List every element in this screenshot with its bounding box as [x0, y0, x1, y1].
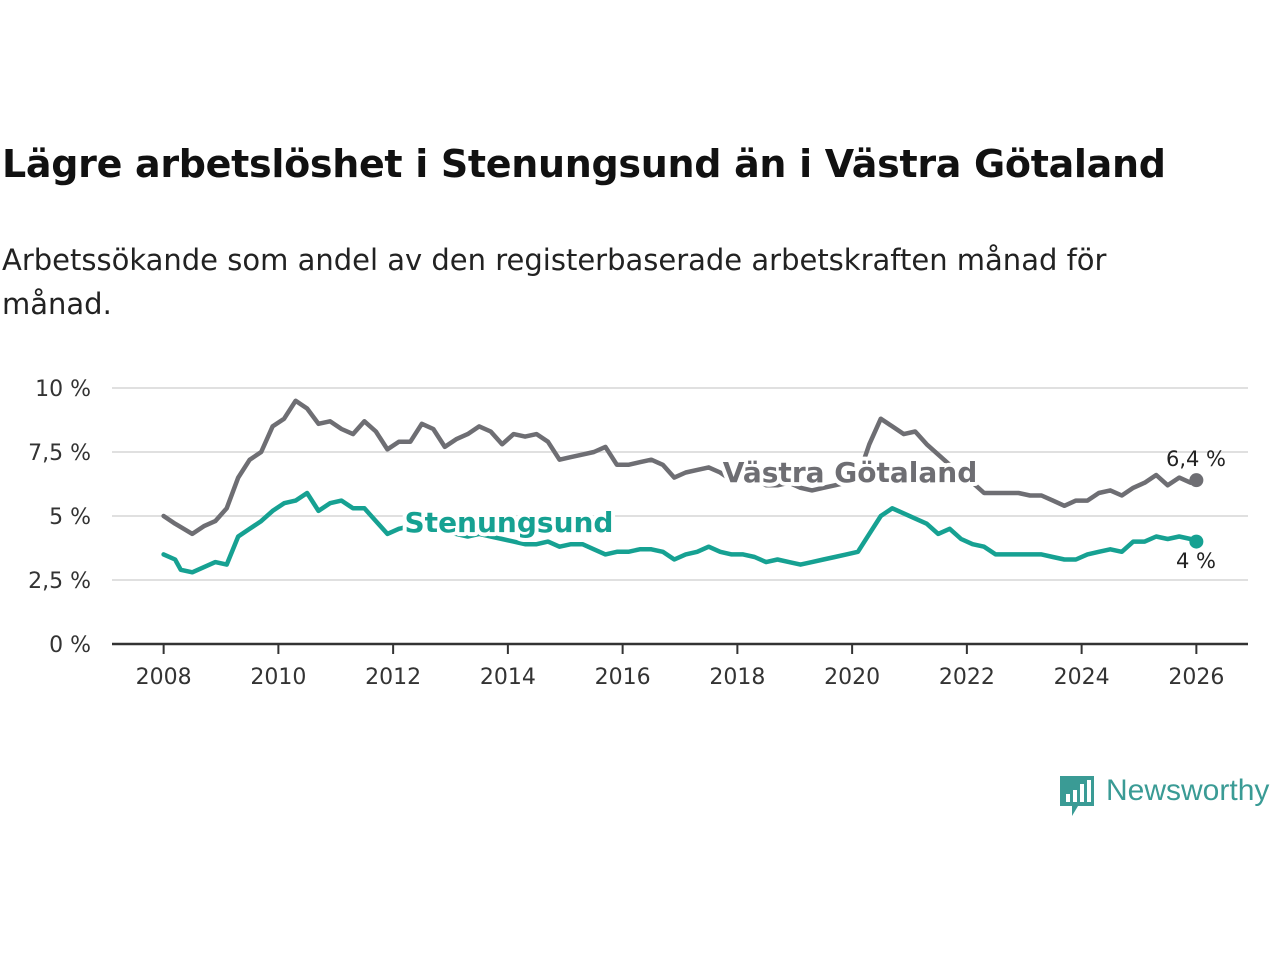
- x-tick-label: 2012: [365, 665, 421, 690]
- series-label-halo: Stenungsund: [405, 506, 614, 539]
- chart-title: Lägre arbetslöshet i Stenungsund än i Vä…: [2, 142, 1166, 186]
- series-name-label: Stenungsund: [405, 506, 614, 539]
- x-tick-label: 2010: [250, 665, 306, 690]
- y-tick-label: 5 %: [49, 505, 91, 530]
- series-line: [161, 398, 1199, 537]
- x-tick-label: 2020: [824, 665, 880, 690]
- y-tick-label: 0 %: [49, 633, 91, 658]
- grid-lines: [112, 387, 1248, 581]
- x-tick-label: 2022: [939, 665, 995, 690]
- series-end-value-label: 4 %: [1176, 549, 1216, 573]
- y-tick-label: 2,5 %: [28, 569, 91, 594]
- x-tick-label: 2026: [1168, 665, 1224, 690]
- newsworthy-logo-icon: [1060, 776, 1094, 816]
- series-end-point: [1189, 534, 1204, 549]
- series-line: [161, 490, 1199, 575]
- brand-name: Newsworthy: [1106, 774, 1270, 807]
- chart-subtitle: Arbetssökande som andel av den registerb…: [2, 243, 1107, 321]
- y-tick-label: 10 %: [35, 377, 91, 402]
- x-tick-label: 2014: [480, 665, 536, 690]
- newsworthy-logo: Newsworthy: [1058, 772, 1278, 820]
- x-tick-label: 2008: [136, 665, 192, 690]
- series-name-label: Västra Götaland: [723, 456, 978, 489]
- axes: 0 % 2,5 % 5 % 7,5 % 10 % 2008 2010 2012 2014 2016…: [28, 377, 1248, 690]
- series-lines: [161, 398, 1204, 575]
- series-label-halo: Västra Götaland: [723, 456, 978, 489]
- x-tick-label: 2018: [709, 665, 765, 690]
- x-tick-label: 2016: [595, 665, 651, 690]
- x-tick-label: 2024: [1054, 665, 1110, 690]
- series-end-value-label: 6,4 %: [1166, 447, 1226, 471]
- series-end-point: [1189, 473, 1204, 488]
- y-tick-label: 7,5 %: [28, 441, 91, 466]
